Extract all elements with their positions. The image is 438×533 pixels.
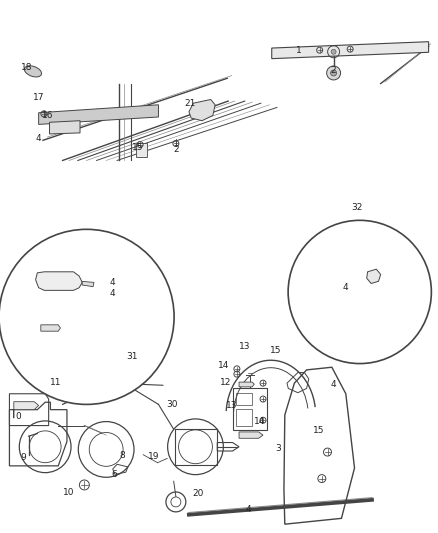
Text: 15: 15 <box>270 346 282 355</box>
Text: 19: 19 <box>148 452 159 461</box>
Text: 4: 4 <box>36 134 42 143</box>
Circle shape <box>0 229 174 405</box>
Text: 13: 13 <box>226 401 237 410</box>
Circle shape <box>331 70 336 76</box>
Polygon shape <box>35 272 82 290</box>
Text: 4: 4 <box>343 283 349 292</box>
Polygon shape <box>272 42 429 59</box>
Text: 20: 20 <box>193 489 204 498</box>
Text: 2: 2 <box>173 146 179 155</box>
Polygon shape <box>14 402 39 418</box>
Text: 32: 32 <box>351 203 362 212</box>
Text: 9: 9 <box>21 453 26 462</box>
Text: 10: 10 <box>64 488 75 497</box>
Text: 0: 0 <box>15 411 21 421</box>
Text: 3: 3 <box>276 444 281 453</box>
Text: 4: 4 <box>110 288 116 297</box>
Text: 4: 4 <box>331 379 336 389</box>
Text: 1: 1 <box>296 46 302 55</box>
Text: 16: 16 <box>42 111 53 120</box>
Bar <box>136 143 147 157</box>
Text: 13: 13 <box>239 342 251 351</box>
Text: 2: 2 <box>331 66 336 75</box>
Ellipse shape <box>25 66 42 77</box>
Text: 4: 4 <box>110 278 116 287</box>
Text: 14: 14 <box>254 417 265 426</box>
Polygon shape <box>367 269 381 284</box>
Text: 21: 21 <box>184 99 195 108</box>
Text: 14: 14 <box>218 361 230 369</box>
Polygon shape <box>189 100 215 120</box>
Text: 15: 15 <box>313 426 324 435</box>
Text: 11: 11 <box>50 377 62 386</box>
Text: 6: 6 <box>111 471 117 479</box>
Polygon shape <box>49 120 80 134</box>
Text: 15: 15 <box>132 143 143 152</box>
Polygon shape <box>239 432 263 438</box>
Text: 4: 4 <box>246 505 251 514</box>
Text: 30: 30 <box>166 400 178 409</box>
Text: 12: 12 <box>220 377 231 386</box>
Text: 8: 8 <box>120 451 126 460</box>
Circle shape <box>288 220 431 364</box>
Text: 31: 31 <box>127 352 138 361</box>
Text: 18: 18 <box>21 63 32 72</box>
Polygon shape <box>82 281 94 287</box>
Polygon shape <box>39 105 159 124</box>
Text: 17: 17 <box>33 93 44 102</box>
Polygon shape <box>41 325 60 331</box>
Circle shape <box>327 66 341 80</box>
Circle shape <box>331 49 336 54</box>
Polygon shape <box>239 382 254 387</box>
